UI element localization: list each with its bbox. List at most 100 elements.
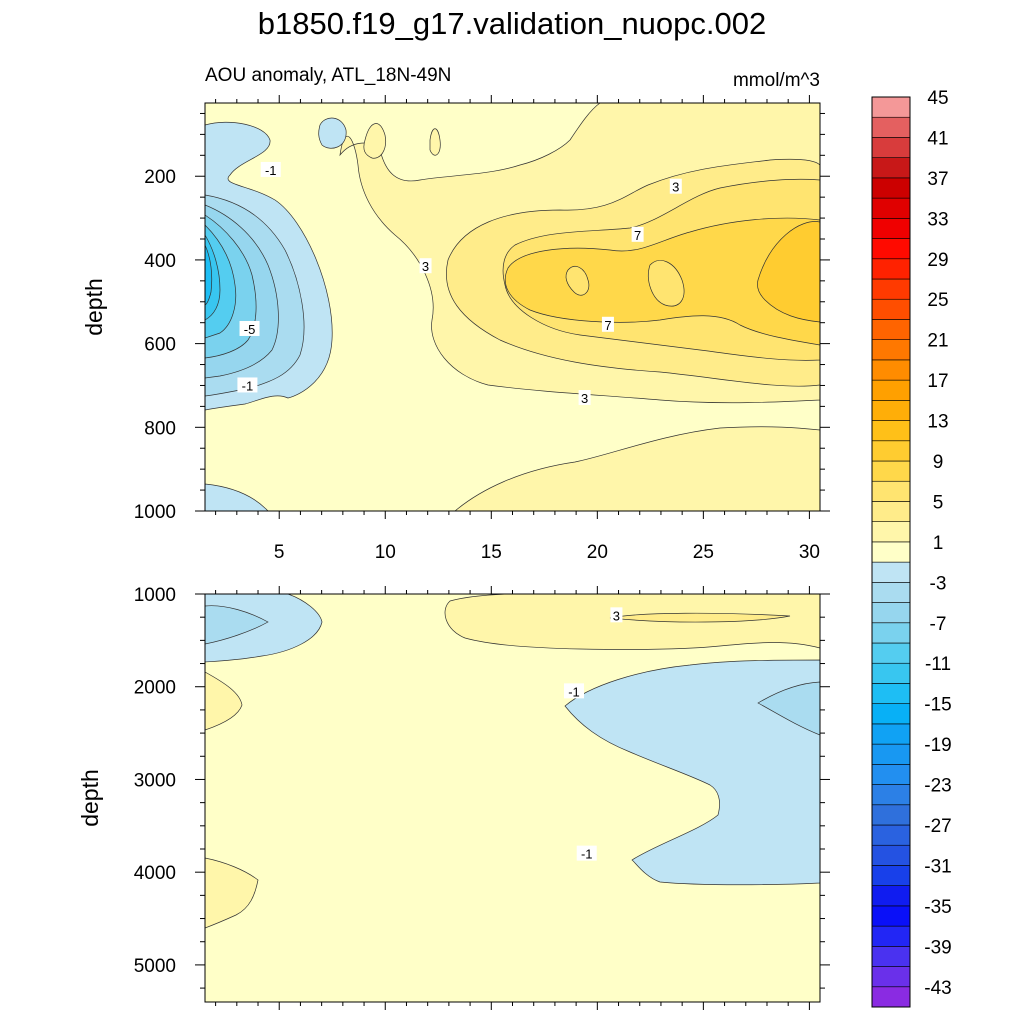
upper-contour-labels: -1 3 3 7 -5 7 -1 3 [237,161,682,406]
y-tick-label: 400 [144,251,176,272]
x-tick-label: 30 [799,542,820,563]
colorbar-cell [871,844,911,866]
subtitle-left: AOU anomaly, ATL_18N-49N [205,65,451,86]
upper-y-axis-label: depth [81,278,107,336]
svg-text:3: 3 [581,391,588,406]
colorbar-tick-label: 5 [933,492,944,513]
colorbar-cell [871,258,911,280]
colorbar-cell [871,298,911,320]
colorbar-cell [871,379,911,401]
lower-contour-labels: 3 -1 -1 [564,607,623,862]
svg-text:3: 3 [672,180,679,195]
colorbar-cell [871,642,911,664]
colorbar-cell [871,116,911,138]
y-tick-label: 1000 [134,502,176,523]
colorbar-tick-label: 25 [927,290,948,311]
colorbar-tick-label: 9 [933,452,944,473]
contour-label: 3 [419,258,432,274]
x-tick-label: 25 [693,542,714,563]
colorbar-cell [871,764,911,785]
colorbar-cell [871,197,911,219]
colorbar-cell [871,966,911,988]
colorbar-cell [871,339,911,361]
upper-contour-fill [205,103,820,511]
y-tick-label: 5000 [134,956,176,977]
svg-text:7: 7 [604,318,611,333]
lower-tick-labels: 1000 2000 3000 4000 5000 [134,585,176,977]
colorbar-tick-label: -23 [924,776,951,797]
colorbar-tick-label: -31 [924,856,951,877]
contour-label: 3 [669,178,682,195]
colorbar-cell [871,541,911,563]
colorbar-tick-label: 13 [927,412,948,433]
colorbar-cell [871,561,911,583]
contour-label: 3 [578,390,591,406]
colorbar-cell [871,602,911,624]
colorbar-cell [871,218,911,239]
colorbar-cell [871,420,911,442]
contour-label: -5 [239,320,260,337]
svg-text:-1: -1 [242,378,254,393]
colorbar-cell [871,400,911,421]
colorbar-cell [871,238,911,260]
colorbar-tick-label: -39 [924,937,951,958]
colorbar-cell [871,986,911,1008]
colorbar-cell [871,501,911,522]
lower-y-axis-label: depth [77,769,103,827]
colorbar-cell [871,784,911,806]
colorbar-tick-label: -3 [930,573,947,594]
contour-label: 7 [631,226,644,243]
colorbar-tick-label: -11 [925,654,951,675]
colorbar-cell [871,359,911,381]
svg-text:7: 7 [634,228,641,243]
contour-label: -1 [237,377,258,393]
contour-label: 3 [610,607,623,623]
lower-tick-marks [195,586,830,1010]
figure-title: b1850.f19_g17.validation_nuopc.002 [258,6,767,41]
colorbar-cell [871,622,911,644]
colorbar-cell [871,743,911,765]
colorbar-tick-label: 45 [927,88,948,109]
colorbar-cell [871,177,911,199]
lower-panel: 1000 2000 3000 4000 5000 3 -1 -1 depth [77,585,830,1010]
colorbar-cell [871,804,911,826]
colorbar-tick-label: -7 [930,614,947,635]
y-tick-label: 200 [144,167,176,188]
svg-text:-1: -1 [581,847,593,862]
contour-label: -1 [260,161,281,178]
y-tick-label: 2000 [134,678,176,699]
colorbar-cell [871,683,911,704]
colorbar-cell [871,925,911,947]
lower-contour-fill [205,594,820,1002]
colorbar-cell [871,824,911,846]
y-tick-label: 800 [144,418,176,439]
svg-text:3: 3 [422,259,429,274]
colorbar: 45 41 37 33 29 25 21 17 13 9 5 1 -3 -7 -11 -15 -19 -23 -27… [871,88,952,1008]
contour-label: -1 [564,683,584,699]
colorbar-cell [871,521,911,543]
y-tick-label: 3000 [134,770,176,791]
colorbar-tick-label: 21 [927,331,948,352]
x-tick-label: 20 [587,542,608,563]
colorbar-tick-label: -15 [924,695,951,716]
colorbar-cell [871,480,911,502]
colorbar-cell [871,460,911,482]
colorbar-tick-label: -27 [924,816,951,837]
colorbar-cell [871,157,911,179]
colorbar-cell [871,885,911,907]
upper-tick-labels: 5 10 15 20 25 30 200 400 600 800 1000 [134,167,820,563]
colorbar-cell [871,582,911,603]
x-tick-label: 15 [481,542,502,563]
contour-label: 7 [601,316,614,333]
colorbar-cell [871,96,911,118]
y-tick-label: 1000 [134,585,176,606]
upper-tick-marks [195,95,830,519]
x-tick-label: 10 [375,542,396,563]
colorbar-tick-label: -35 [924,897,951,918]
svg-text:3: 3 [613,608,620,623]
colorbar-cell [871,662,911,684]
colorbar-tick-label: 41 [927,128,948,149]
svg-text:-1: -1 [265,163,277,178]
colorbar-cell [871,703,911,725]
